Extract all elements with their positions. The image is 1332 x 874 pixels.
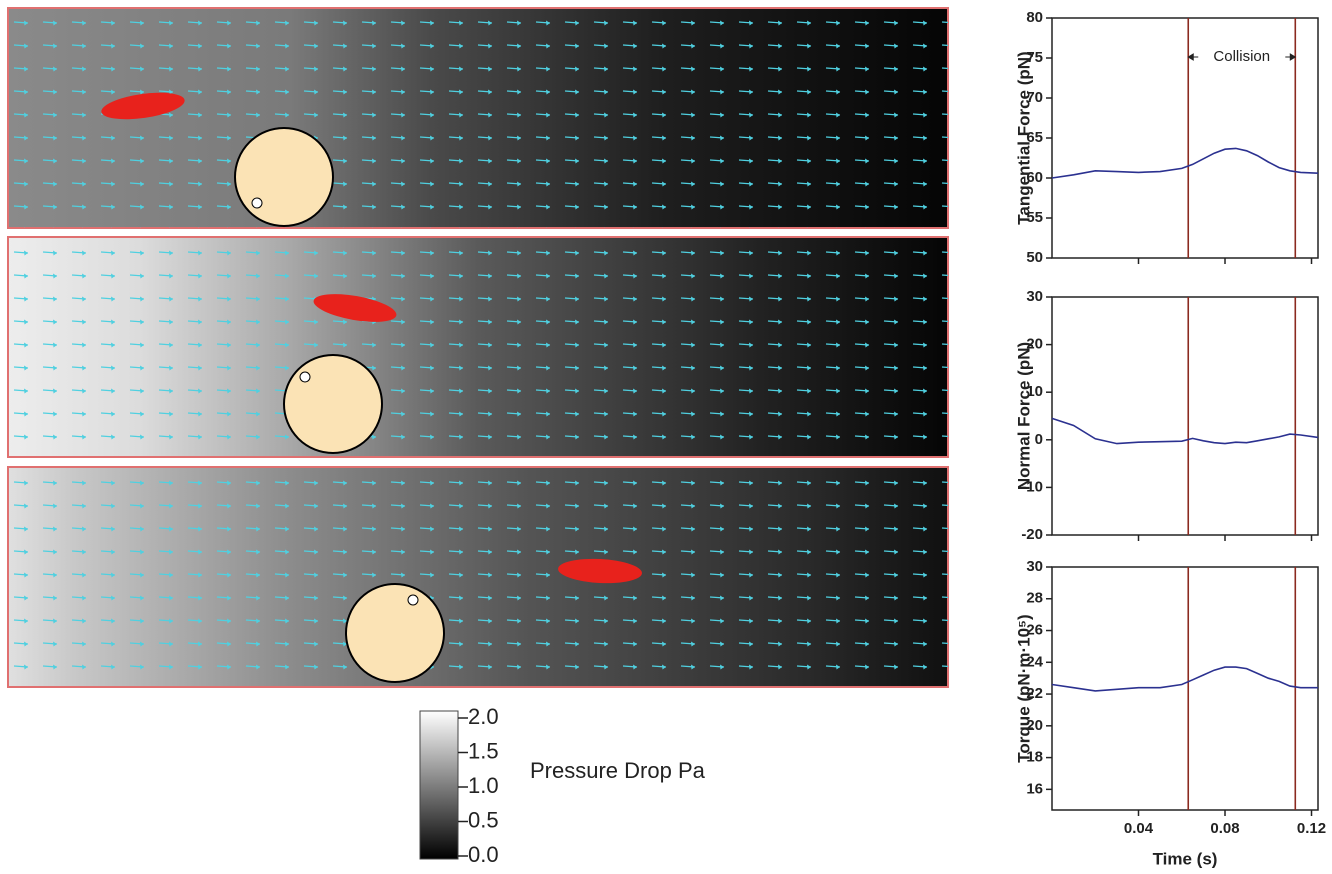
annotation-arrow [1285, 53, 1297, 61]
y-tick-label: 65 [1026, 129, 1043, 146]
y-tick-label: 50 [1026, 249, 1043, 266]
y-tick-label: 26 [1026, 621, 1043, 638]
cell [101, 92, 185, 120]
y-tick-label: 75 [1026, 49, 1043, 66]
velocity-arrows [8, 237, 948, 457]
colorbar-label: Pressure Drop Pa [530, 758, 706, 783]
annotation: Collision [1213, 48, 1270, 65]
colorbar-tick-label: 0.0 [468, 842, 499, 867]
y-axis-label: Tangential Force (pN) [1014, 51, 1033, 224]
x-tick-label: 0.04 [1124, 820, 1154, 837]
y-tick-label: 80 [1026, 9, 1043, 26]
y-tick-label: 20 [1026, 336, 1043, 353]
data-line [1051, 666, 1318, 692]
x-axis-label: Time (s) [1153, 849, 1218, 868]
y-tick-label: 0 [1035, 431, 1043, 448]
marker [299, 371, 311, 383]
flow-panels [7, 7, 949, 688]
y-axis-label: Normal Force (pN) [1014, 342, 1033, 490]
particle [345, 583, 445, 683]
cell [313, 294, 397, 322]
plot-frame [1051, 566, 1319, 811]
colorbar-tick-label: 1.5 [468, 738, 499, 763]
y-tick-label: 30 [1026, 558, 1043, 575]
velocity-arrows [8, 467, 948, 687]
y-tick-label: -20 [1021, 526, 1043, 543]
data-line [1051, 147, 1319, 179]
cell [558, 558, 642, 584]
y-tick-label: 55 [1026, 209, 1043, 226]
particle [234, 127, 334, 227]
x-tick-label: 0.12 [1297, 820, 1326, 837]
y-tick-label: 60 [1026, 169, 1043, 186]
y-tick-label: 10 [1026, 383, 1043, 400]
plot-frame [1051, 17, 1319, 259]
y-tick-label: 70 [1026, 89, 1043, 106]
y-tick-label: 22 [1026, 685, 1043, 702]
colorbar-tick-label: 1.0 [468, 773, 499, 798]
y-tick-label: -10 [1021, 478, 1043, 495]
y-tick-label: 16 [1026, 780, 1043, 797]
x-tick-label: 0.08 [1210, 820, 1239, 837]
velocity-arrows [8, 8, 948, 228]
y-tick-label: 24 [1026, 653, 1043, 670]
marker [251, 197, 263, 209]
y-tick-label: 20 [1026, 717, 1043, 734]
colorbar-tick-label: 2.0 [468, 704, 499, 729]
y-tick-label: 30 [1026, 288, 1043, 305]
data-line [1051, 417, 1319, 445]
marker [407, 594, 419, 606]
y-tick-label: 28 [1026, 590, 1043, 607]
particle [283, 354, 383, 454]
y-tick-label: 18 [1026, 749, 1043, 766]
y-axis-label: Torque (pN·m·10⁵) [1014, 614, 1033, 762]
plot-frame [1051, 296, 1319, 536]
annotation-arrow [1187, 53, 1199, 61]
colorbar-tick-label: 0.5 [468, 807, 499, 832]
colorbar [419, 710, 459, 860]
